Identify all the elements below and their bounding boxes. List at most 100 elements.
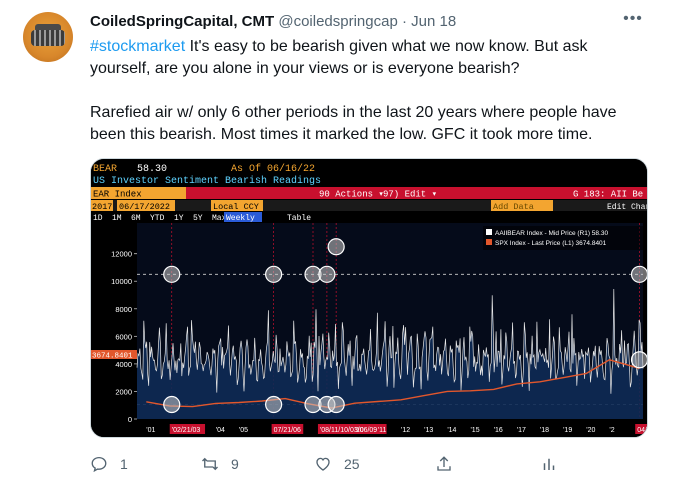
x-event-tag [317,424,387,434]
hashtag-link[interactable]: #stockmarket [90,38,186,55]
y-tick-label: 2000 [115,387,132,396]
x-tick-label: '20 [586,427,595,434]
period-max[interactable]: Max [212,214,227,223]
x-tick-label: '16 [494,427,503,434]
y-tick-label: 4000 [115,360,132,369]
highlight-circle [327,238,345,256]
x-tick-label: '12 [401,427,410,434]
currency-text: Local CCY [213,202,259,212]
like-button[interactable]: 25 [314,452,360,476]
actions-menu[interactable]: 90 Actions ▾ [319,190,384,200]
x-tick-label: '15 [470,427,479,434]
avatar-spring-top [35,24,61,32]
edit-menu[interactable]: 97) Edit ▾ [383,190,437,200]
range-end-field[interactable] [117,200,175,211]
range-start-field[interactable] [91,200,113,211]
tweet-actions: 1 9 25 [90,452,570,476]
avatar-spring [31,30,65,46]
author-handle[interactable]: @coiledspringcap [278,13,398,30]
x-event-tag [635,424,647,434]
x-tick-label: '13 [424,427,433,434]
period-1y[interactable]: 1Y [174,214,184,223]
y-tick-label: 10000 [111,277,132,286]
x-tick-label: '2 [609,427,614,434]
analytics-icon [543,458,555,470]
reply-count: 1 [120,456,128,472]
x-tick-label: 07/21/06 [274,427,301,434]
y-tick-label: 6000 [115,332,132,341]
x-tick-label: '02/21/03 [172,427,201,434]
range-end-text: 06/17/2022 [119,202,170,212]
as-of-date: As Of 06/16/22 [231,163,315,175]
legend-swatch [486,229,492,235]
period-1d[interactable]: 1D [93,214,103,223]
heart-icon [316,457,330,471]
plot-area: 0 2000 4000 6000 8000 10000 12000 '01 '02/21/03 '… [111,223,648,437]
x-event-tag [169,424,206,434]
add-data-field[interactable] [491,200,553,211]
bloomberg-chart: BEAR 58.30 As Of 06/16/22 US Investor Se… [91,159,648,437]
period-ytd[interactable]: YTD [150,214,165,223]
tweet-text: #stockmarket It's easy to be bearish giv… [90,36,650,146]
highlight-circle [630,265,647,283]
highlight-circle [327,395,345,414]
y-tick-label: 12000 [111,250,132,259]
period-6m[interactable]: 6M [131,214,141,223]
currency-field[interactable] [211,200,263,211]
last-price-tag [91,350,137,359]
period-5y[interactable]: 5Y [193,214,203,223]
period-1m[interactable]: 1M [112,214,122,223]
y-tick-label: 8000 [115,305,132,314]
page-label: G 183: AII Be [573,190,643,200]
x-axis-band [137,419,643,437]
index-field[interactable] [91,187,186,199]
x-event-tag [271,424,304,434]
reply-button[interactable]: 1 [90,452,128,476]
like-count: 25 [344,456,360,472]
x-tick-label: '19 [563,427,572,434]
x-tick-label: '11 [378,427,387,434]
more-options-icon[interactable]: ••• [623,10,643,27]
highlight-circle [265,395,283,414]
x-tick-label: '08/11/10/03/06/09 [320,427,377,434]
chart-subtitle: US Investor Sentiment Bearish Readings [93,175,321,187]
range-start-text: 2017 [92,202,112,212]
sentiment-line [136,288,644,394]
dot-separator: · [401,13,407,30]
x-tick-label: '10 [355,427,364,434]
highlight-circle [318,265,336,283]
tweet-header: CoiledSpringCapital, CMT @coiledspringca… [90,13,456,33]
share-button[interactable] [435,452,465,476]
table-button[interactable]: Table [287,214,311,223]
y-tick-label: 0 [128,415,132,424]
highlight-circle [265,265,283,283]
author-name[interactable]: CoiledSpringCapital, CMT [90,13,275,30]
retweet-icon [202,457,218,471]
x-tick-label: 04/29/2 [637,427,648,434]
highlight-circle [163,395,181,414]
command-bar [91,187,647,199]
highlight-circle [163,265,181,283]
tweet-paragraph-1: #stockmarket It's easy to be bearish giv… [90,36,650,80]
legend-label: AAIIBEAR Index - Mid Price (R1) 58.30 [495,230,608,237]
avatar[interactable] [23,12,73,62]
highlight-circle [630,351,647,369]
last-price-tag-text: 3674.8401 [92,353,133,361]
spx-line [146,359,640,409]
x-tick-label: '05 [239,427,248,434]
x-tick-label: '01 [146,427,155,434]
legend-label: SPX Index - Last Price (L1) 3674.8401 [495,240,607,247]
period-selector: 1D 1M 6M YTD 1Y 5Y Max [93,214,227,223]
edit-chart-button[interactable]: Edit Chart [607,203,648,212]
reply-icon [91,456,107,473]
share-icon [437,456,451,471]
analytics-button[interactable] [540,452,570,476]
ticker-value: 58.30 [137,164,167,175]
frequency-select[interactable] [224,212,262,222]
sentiment-area [137,289,643,419]
retweet-button[interactable]: 9 [201,452,239,476]
tweet-date[interactable]: Jun 18 [411,13,457,30]
tweet-image[interactable]: BEAR 58.30 As Of 06/16/22 US Investor Se… [90,158,648,438]
ticker-label: BEAR [93,164,117,175]
